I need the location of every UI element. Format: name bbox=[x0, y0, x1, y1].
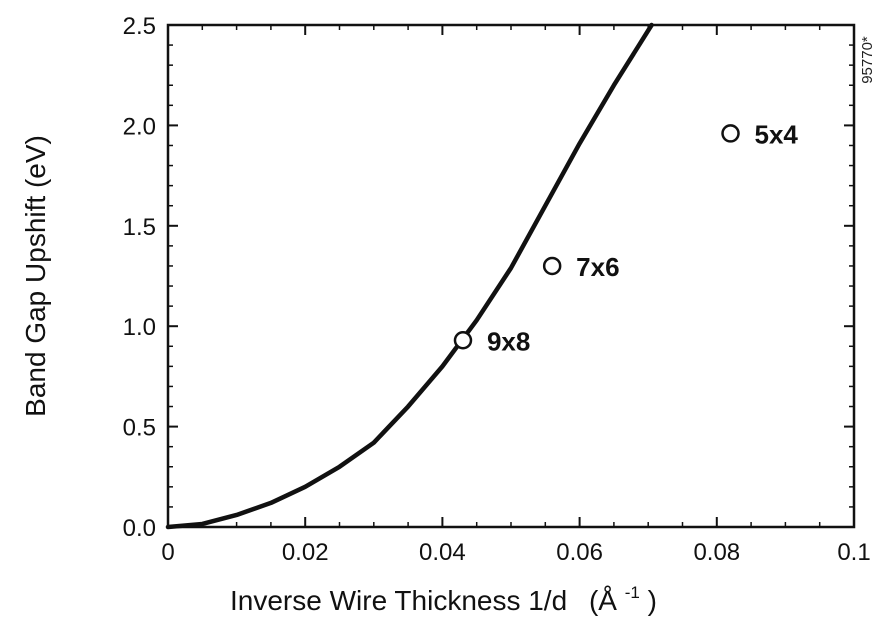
x-tick-label: 0.02 bbox=[282, 539, 329, 566]
y-tick-label: 2.5 bbox=[123, 13, 156, 40]
x-axis-unit-close: ) bbox=[648, 585, 657, 616]
data-point bbox=[542, 256, 562, 276]
x-axis-unit-exponent: -1 bbox=[625, 583, 640, 602]
points-layer: 9x8 7x6 5x4 bbox=[453, 119, 799, 356]
data-point bbox=[721, 124, 740, 143]
x-axis-title: Inverse Wire Thickness 1/d (Å -1 ) bbox=[230, 573, 657, 616]
fit-curve bbox=[165, 22, 654, 530]
ticks-layer: 0 0.02 0.04 0.06 0.08 0.1 0.0 0.5 1.0 1.5 2.0 2.5 bbox=[123, 13, 871, 566]
data-point-label: 9x8 bbox=[487, 326, 530, 356]
x-tick-label: 0.04 bbox=[419, 539, 466, 566]
plot-frame bbox=[166, 23, 856, 529]
y-tick-label: 0.5 bbox=[123, 415, 156, 442]
x-tick-label: 0.08 bbox=[693, 539, 740, 566]
x-tick-label: 0.06 bbox=[556, 539, 603, 566]
y-tick-label: 1.0 bbox=[123, 314, 156, 341]
y-tick-label: 0.0 bbox=[123, 515, 156, 542]
data-point-label: 7x6 bbox=[576, 252, 619, 282]
x-axis-title-main: Inverse Wire Thickness 1/d bbox=[230, 585, 567, 616]
y-axis-title: Band Gap Upshift (eV) bbox=[20, 135, 51, 417]
side-annotation: 95770* bbox=[859, 36, 876, 84]
x-axis-unit-open: (Å bbox=[589, 585, 617, 616]
y-tick-label: 2.0 bbox=[123, 113, 156, 140]
data-point bbox=[453, 331, 473, 350]
y-tick-label: 1.5 bbox=[123, 214, 156, 241]
data-point-label: 5x4 bbox=[755, 119, 799, 149]
curve-layer bbox=[165, 22, 654, 530]
x-tick-label: 0.1 bbox=[837, 539, 870, 566]
x-tick-label: 0 bbox=[161, 539, 174, 566]
